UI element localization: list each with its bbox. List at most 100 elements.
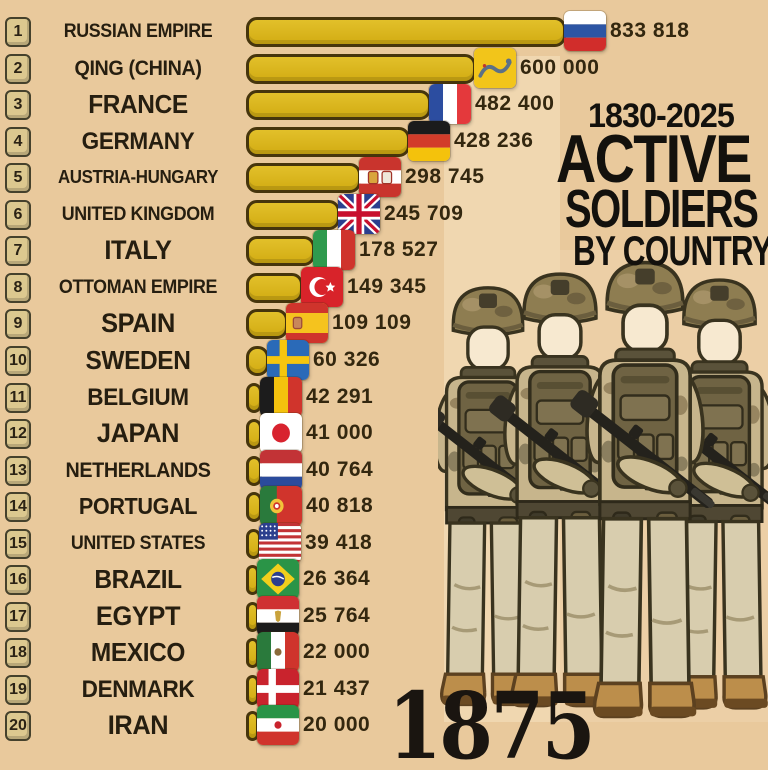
soldier-count-value: 22 000 (303, 640, 371, 663)
rank-badge: 14 (5, 492, 31, 522)
ranking-row: 12 JAPAN 41 000 (0, 413, 768, 453)
title-line-by-country: BY COUNTRY (573, 227, 768, 274)
current-year-label: 1875 (388, 672, 596, 770)
ranking-row: 7 ITALY 178 527 (0, 230, 768, 270)
rank-badge: 12 (5, 419, 31, 449)
soldier-count-value: 428 236 (454, 129, 534, 152)
rank-badge: 13 (5, 456, 31, 486)
ranking-row: 1 RUSSIAN EMPIRE 833 818 (0, 11, 768, 51)
rank-badge: 9 (5, 309, 31, 339)
country-label: BRAZIL (94, 564, 182, 594)
flag-germany-icon (408, 121, 450, 161)
flag-sweden-icon (267, 340, 309, 380)
flag-brazil-icon (257, 559, 299, 599)
soldier-count-bar (246, 163, 361, 193)
ranking-row: 15 UNITED STATES 39 418 (0, 523, 768, 563)
flag-netherlands-icon (260, 450, 302, 490)
flag-france-icon (429, 84, 471, 124)
flag-mexico-icon (257, 632, 299, 672)
rank-badge: 5 (5, 163, 31, 193)
soldier-count-value: 149 345 (347, 275, 427, 298)
rank-badge: 10 (5, 346, 31, 376)
country-label: EGYPT (95, 601, 181, 631)
rank-badge: 20 (5, 711, 31, 741)
country-label: UNITED STATES (70, 532, 206, 554)
flag-ottoman-empire-icon (301, 267, 343, 307)
soldier-count-value: 21 437 (303, 677, 371, 700)
soldier-count-bar (246, 17, 566, 47)
country-label: OTTOMAN EMPIRE (58, 276, 218, 298)
flag-spain-icon (286, 303, 328, 343)
title-year-range: 1830-2025 (588, 97, 735, 135)
soldier-count-value: 25 764 (303, 604, 371, 627)
soldier-count-value: 482 400 (475, 92, 555, 115)
ranking-row: 16 BRAZIL 26 364 (0, 559, 768, 599)
rank-badge: 7 (5, 236, 31, 266)
country-label: BELGIUM (87, 383, 189, 411)
country-label: SPAIN (101, 308, 175, 338)
rank-badge: 4 (5, 127, 31, 157)
soldier-count-bar (246, 346, 269, 376)
ranking-row: 17 EGYPT 25 764 (0, 596, 768, 636)
country-label: DENMARK (81, 675, 195, 703)
rank-badge: 18 (5, 638, 31, 668)
flag-qing-china-icon (474, 48, 516, 88)
flag-egypt-icon (257, 596, 299, 636)
title-line-active: ACTIVE (556, 121, 752, 197)
soldier-count-value: 26 364 (303, 567, 371, 590)
soldier-count-value: 42 291 (306, 385, 374, 408)
ranking-row: 13 NETHERLANDS 40 764 (0, 450, 768, 490)
soldier-count-value: 833 818 (610, 19, 690, 42)
soldier-count-bar (246, 236, 315, 266)
country-label: QING (CHINA) (74, 56, 202, 80)
soldier-count-bar (246, 54, 476, 84)
rank-badge: 6 (5, 200, 31, 230)
rank-badge: 8 (5, 273, 31, 303)
flag-portugal-icon (260, 486, 302, 526)
country-label: GERMANY (81, 127, 195, 155)
flag-united-states-icon (259, 523, 301, 563)
rank-badge: 15 (5, 529, 31, 559)
soldier-count-value: 20 000 (303, 713, 371, 736)
flag-austria-hungary-icon (359, 157, 401, 197)
rank-badge: 11 (5, 383, 31, 413)
soldier-count-value: 109 109 (332, 311, 412, 334)
rank-badge: 3 (5, 90, 31, 120)
country-label: IRAN (107, 710, 169, 740)
ranking-row: 8 OTTOMAN EMPIRE 149 345 (0, 267, 768, 307)
flag-russian-empire-icon (564, 11, 606, 51)
soldier-count-value: 600 000 (520, 56, 600, 79)
soldier-count-value: 178 527 (359, 238, 439, 261)
ranking-row: 10 SWEDEN 60 326 (0, 340, 768, 380)
flag-italy-icon (313, 230, 355, 270)
country-label: NETHERLANDS (65, 458, 211, 482)
rank-badge: 2 (5, 54, 31, 84)
country-label: FRANCE (88, 89, 188, 119)
soldier-count-value: 41 000 (306, 421, 374, 444)
flag-japan-icon (260, 413, 302, 453)
ranking-row: 9 SPAIN 109 109 (0, 303, 768, 343)
soldier-count-value: 39 418 (305, 531, 373, 554)
title-line-soldiers: SOLDIERS (565, 179, 759, 239)
ranking-row: 18 MEXICO 22 000 (0, 632, 768, 672)
ranking-row: 20 IRAN 20 000 (0, 705, 768, 745)
rank-badge: 17 (5, 602, 31, 632)
country-label: ITALY (104, 235, 172, 265)
soldier-count-value: 40 818 (306, 494, 374, 517)
soldier-count-value: 60 326 (313, 348, 381, 371)
soldier-count-bar (246, 200, 340, 230)
country-label: UNITED KINGDOM (61, 203, 215, 225)
rank-badge: 1 (5, 17, 31, 47)
ranking-row: 19 DENMARK 21 437 (0, 669, 768, 709)
rank-badge: 16 (5, 565, 31, 595)
ranking-row: 2 QING (CHINA) 600 000 (0, 48, 768, 88)
flag-iran-icon (257, 705, 299, 745)
ranking-row: 4 GERMANY 428 236 (0, 121, 768, 161)
country-label: PORTUGAL (78, 493, 198, 519)
soldier-count-value: 245 709 (384, 202, 464, 225)
flag-denmark-icon (257, 669, 299, 709)
ranking-row: 3 FRANCE 482 400 (0, 84, 768, 124)
country-label: JAPAN (96, 418, 180, 448)
rank-badge: 19 (5, 675, 31, 705)
